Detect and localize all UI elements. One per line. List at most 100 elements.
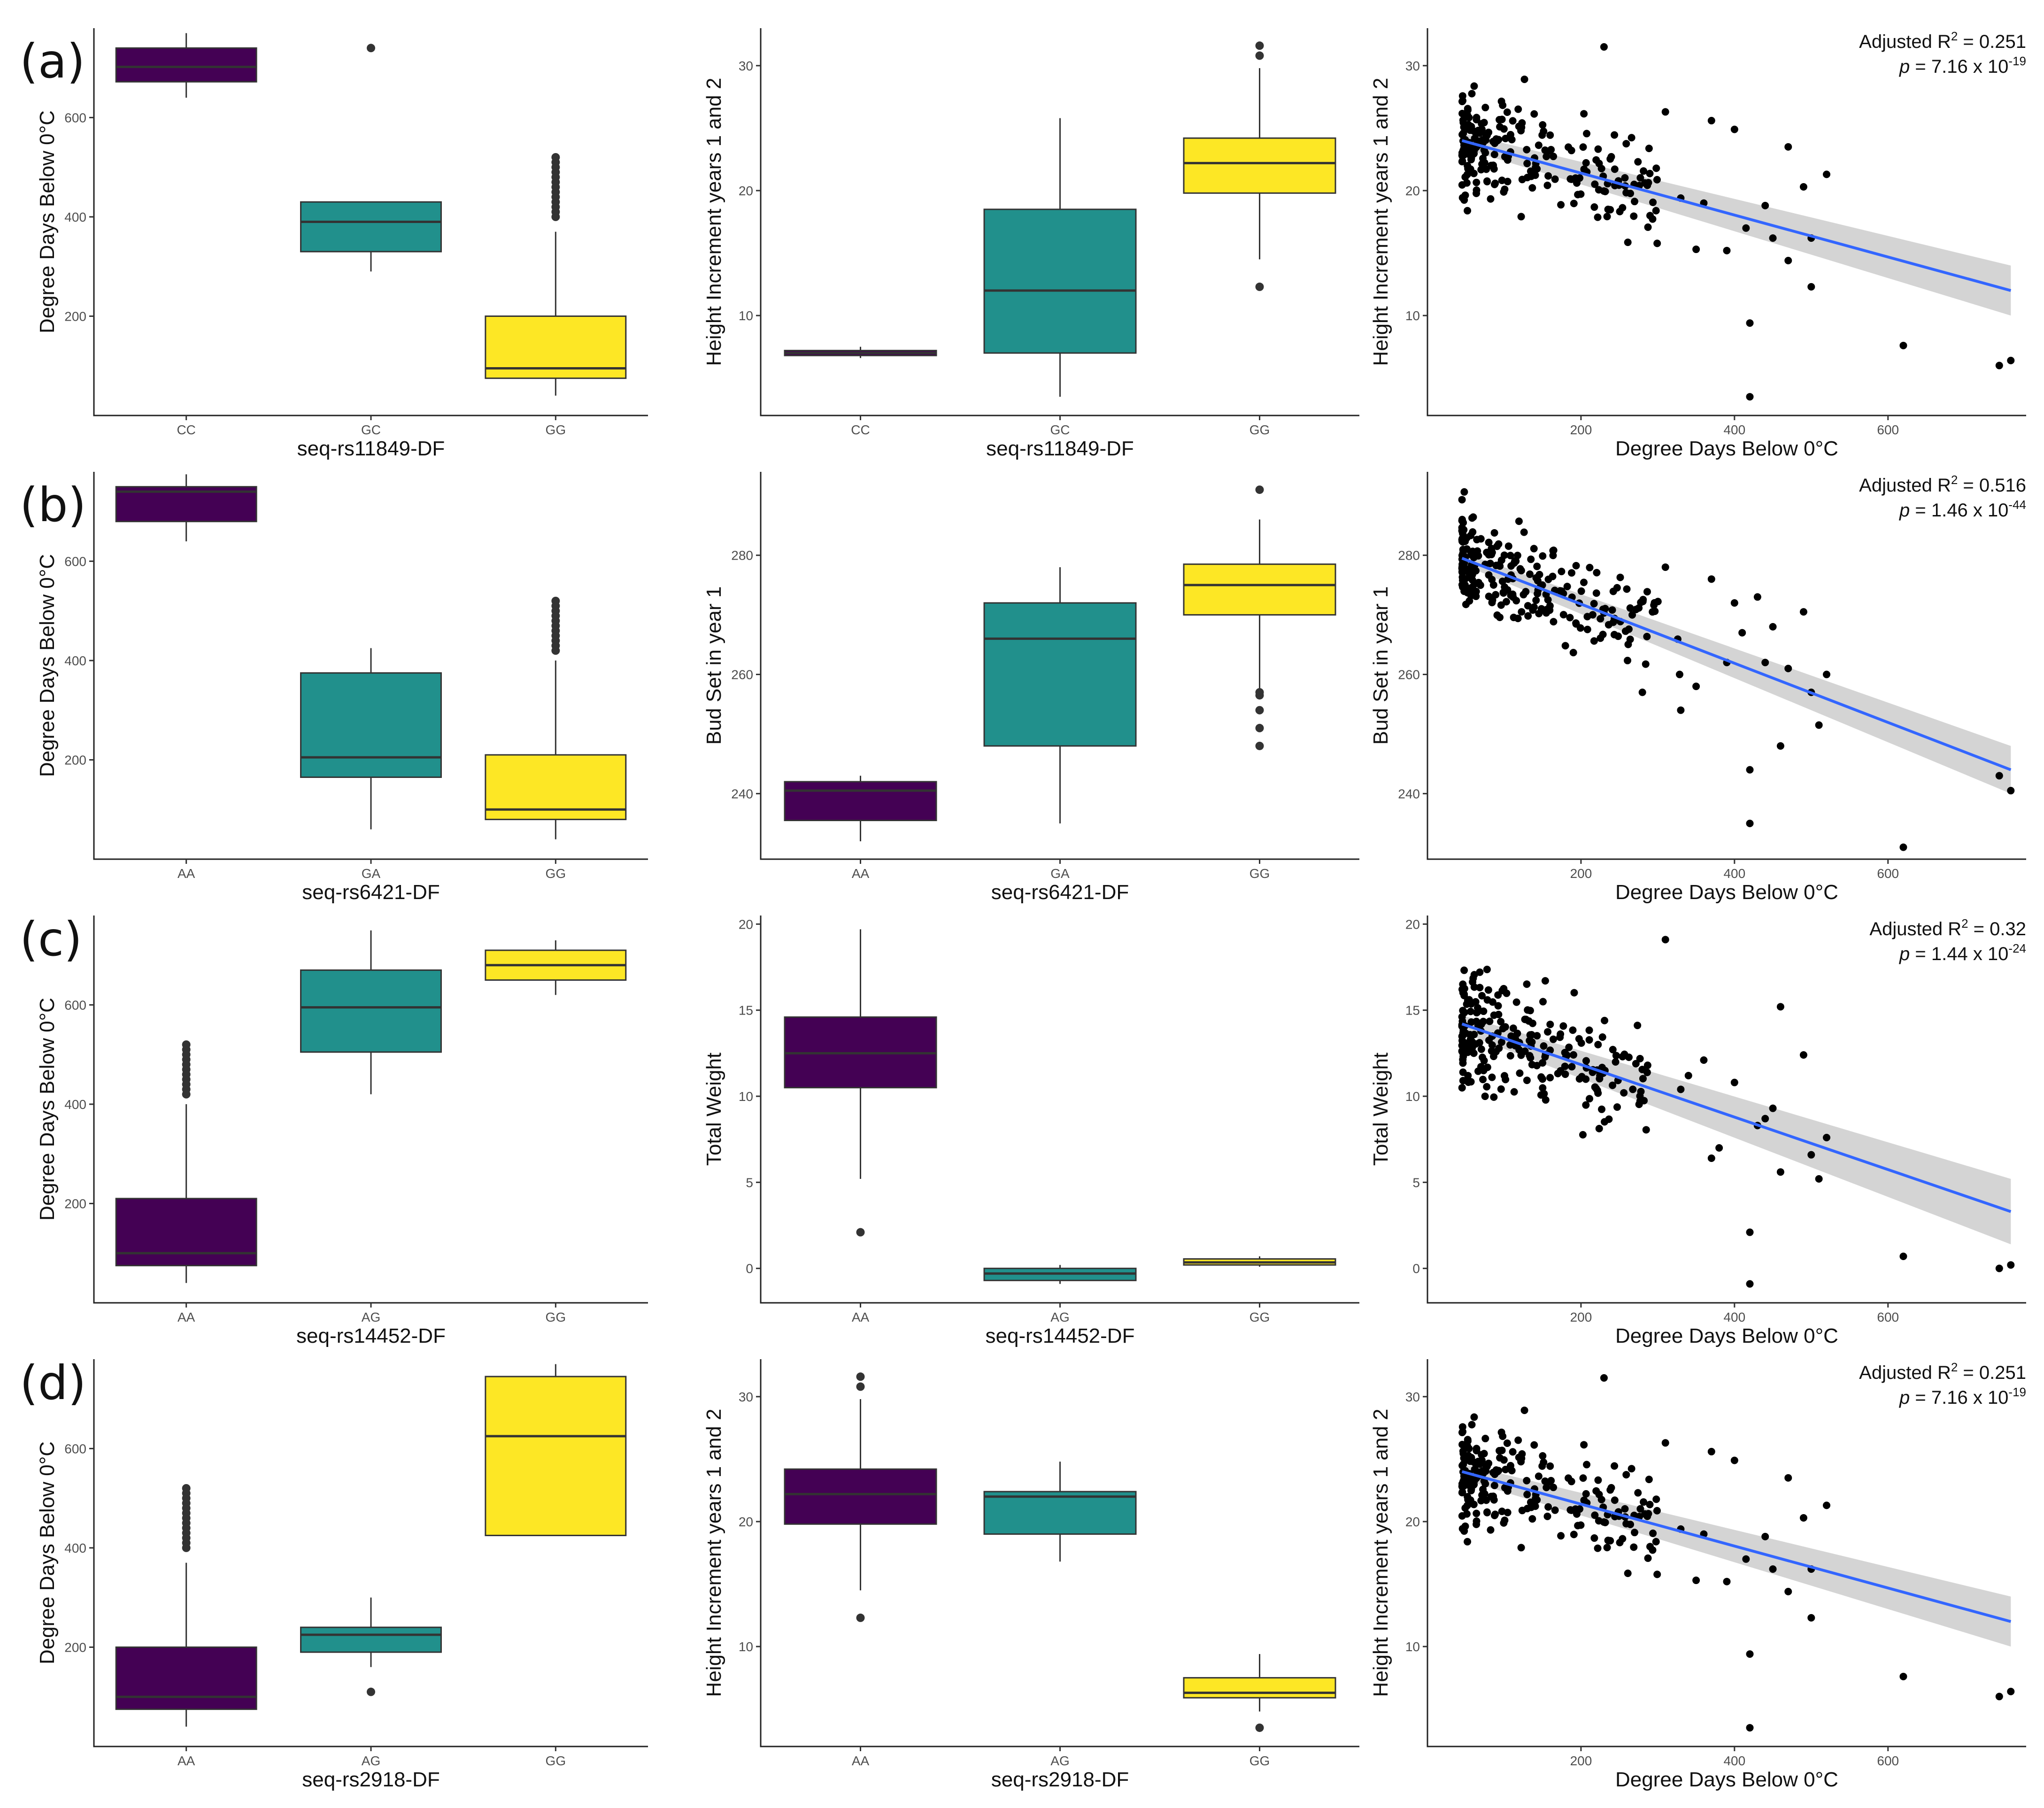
x-axis-label: seq-rs2918-DF <box>991 1768 1129 1791</box>
scatter-point <box>1620 1050 1628 1058</box>
y-tick-label: 20 <box>739 917 753 931</box>
scatter-point <box>1474 1457 1482 1465</box>
x-tick-label: 200 <box>1570 423 1592 437</box>
scatter-point <box>1611 131 1619 139</box>
scatter-point <box>1468 571 1476 579</box>
scatter-point <box>1474 126 1482 134</box>
scatter-point <box>1542 609 1550 617</box>
scatter-point <box>1473 1445 1481 1453</box>
scatter-point <box>1523 1491 1531 1499</box>
scatter-point <box>1464 162 1472 170</box>
scatter-point <box>1459 519 1467 527</box>
box-GA <box>983 567 1137 823</box>
scatter-point <box>1500 1519 1508 1527</box>
y-axis-label: Total Weight <box>702 1053 725 1166</box>
scatter-point <box>1561 642 1569 650</box>
y-tick-label: 30 <box>739 1390 753 1404</box>
scatter-point <box>1464 1048 1472 1056</box>
scatter-point <box>1467 1454 1475 1462</box>
scatter-point <box>1533 562 1541 570</box>
scatter-point <box>1580 1441 1588 1449</box>
scatter-point <box>1496 1454 1504 1462</box>
scatter-point <box>1466 146 1474 154</box>
scatter-point <box>1643 632 1651 640</box>
outlier-point <box>182 1040 191 1049</box>
scatter-point <box>1461 1522 1469 1530</box>
box-GG <box>485 940 627 995</box>
x-tick-label: GG <box>1250 1754 1270 1768</box>
scatter-point <box>1477 1063 1485 1071</box>
scatter-point <box>1480 1057 1488 1065</box>
scatter-point <box>1473 189 1481 197</box>
scatter-point <box>1497 1085 1505 1093</box>
scatter-point <box>1621 174 1629 182</box>
scatter-point <box>1507 592 1515 600</box>
box-iqr <box>300 672 442 778</box>
scatter-point <box>1606 155 1614 163</box>
scatter-point <box>1539 552 1547 560</box>
scatter-point <box>1458 1462 1466 1469</box>
scatter-point <box>1466 597 1473 605</box>
axis-lines <box>760 1359 1359 1747</box>
confidence-band <box>1462 1464 2011 1647</box>
scatter-point <box>1500 188 1508 196</box>
scatter-point <box>1583 1461 1591 1469</box>
scatter-point <box>1459 1059 1467 1067</box>
x-tick-label: 400 <box>1723 1754 1745 1768</box>
x-tick-label: AG <box>362 1754 380 1768</box>
scatter-point <box>1582 1490 1590 1498</box>
scatter-point <box>1612 1052 1620 1060</box>
scatter-point <box>1807 1151 1815 1159</box>
scatter-point <box>1593 569 1601 577</box>
box-GG <box>1183 1654 1336 1732</box>
scatter-point <box>1651 599 1658 607</box>
scatter-point <box>1470 1049 1478 1057</box>
scatter-point <box>1496 562 1504 570</box>
scatter-point <box>1488 548 1496 556</box>
scatter-point <box>1622 140 1630 148</box>
scatter-point <box>1514 1436 1522 1444</box>
scatter-point <box>1469 547 1477 555</box>
box-iqr <box>300 201 442 253</box>
scatter-point <box>1784 1588 1792 1595</box>
y-tick-label: 400 <box>64 1541 86 1555</box>
scatter-point <box>1652 1495 1660 1503</box>
scatter-point <box>1520 75 1528 83</box>
scatter-point <box>1556 1033 1564 1041</box>
scatter-point <box>1644 1554 1652 1562</box>
scatter-point <box>1579 1474 1587 1482</box>
scatter-point <box>1594 1476 1602 1484</box>
scatter-point <box>1761 659 1769 667</box>
box-iqr <box>983 1491 1137 1535</box>
box-GC <box>983 118 1137 397</box>
scatter-point <box>1784 1474 1792 1482</box>
scatter-point <box>1467 123 1475 131</box>
scatter-point <box>1524 1006 1532 1014</box>
scatter-point <box>1489 1469 1497 1477</box>
scatter-point <box>1528 1515 1536 1523</box>
outlier-point <box>1255 688 1264 697</box>
scatter-point <box>1539 1084 1547 1092</box>
scatter-point <box>1601 605 1609 613</box>
scatter-point <box>1459 1031 1467 1039</box>
scatter-point <box>1591 180 1599 188</box>
scatter-point <box>1497 1018 1505 1026</box>
y-tick-label: 20 <box>1405 917 1420 931</box>
scatter-point <box>1502 1465 1510 1473</box>
scatter-point <box>1495 540 1503 548</box>
scatter-point <box>1459 1068 1467 1076</box>
scatter-point <box>1632 606 1640 614</box>
scatter-point <box>1466 1008 1474 1016</box>
confidence-band <box>1462 133 2011 316</box>
scatter-point <box>1550 1484 1558 1492</box>
scatter-point <box>1467 1486 1475 1494</box>
scatter-point <box>1463 545 1471 553</box>
scatter-point <box>1776 742 1784 750</box>
scatter-point <box>1474 578 1482 586</box>
scatter-point <box>1464 1538 1472 1546</box>
box-iqr <box>485 1376 627 1536</box>
scatter-point <box>1597 615 1604 623</box>
row-label-c: (c) <box>20 912 82 967</box>
scatter-point <box>1611 1496 1619 1504</box>
